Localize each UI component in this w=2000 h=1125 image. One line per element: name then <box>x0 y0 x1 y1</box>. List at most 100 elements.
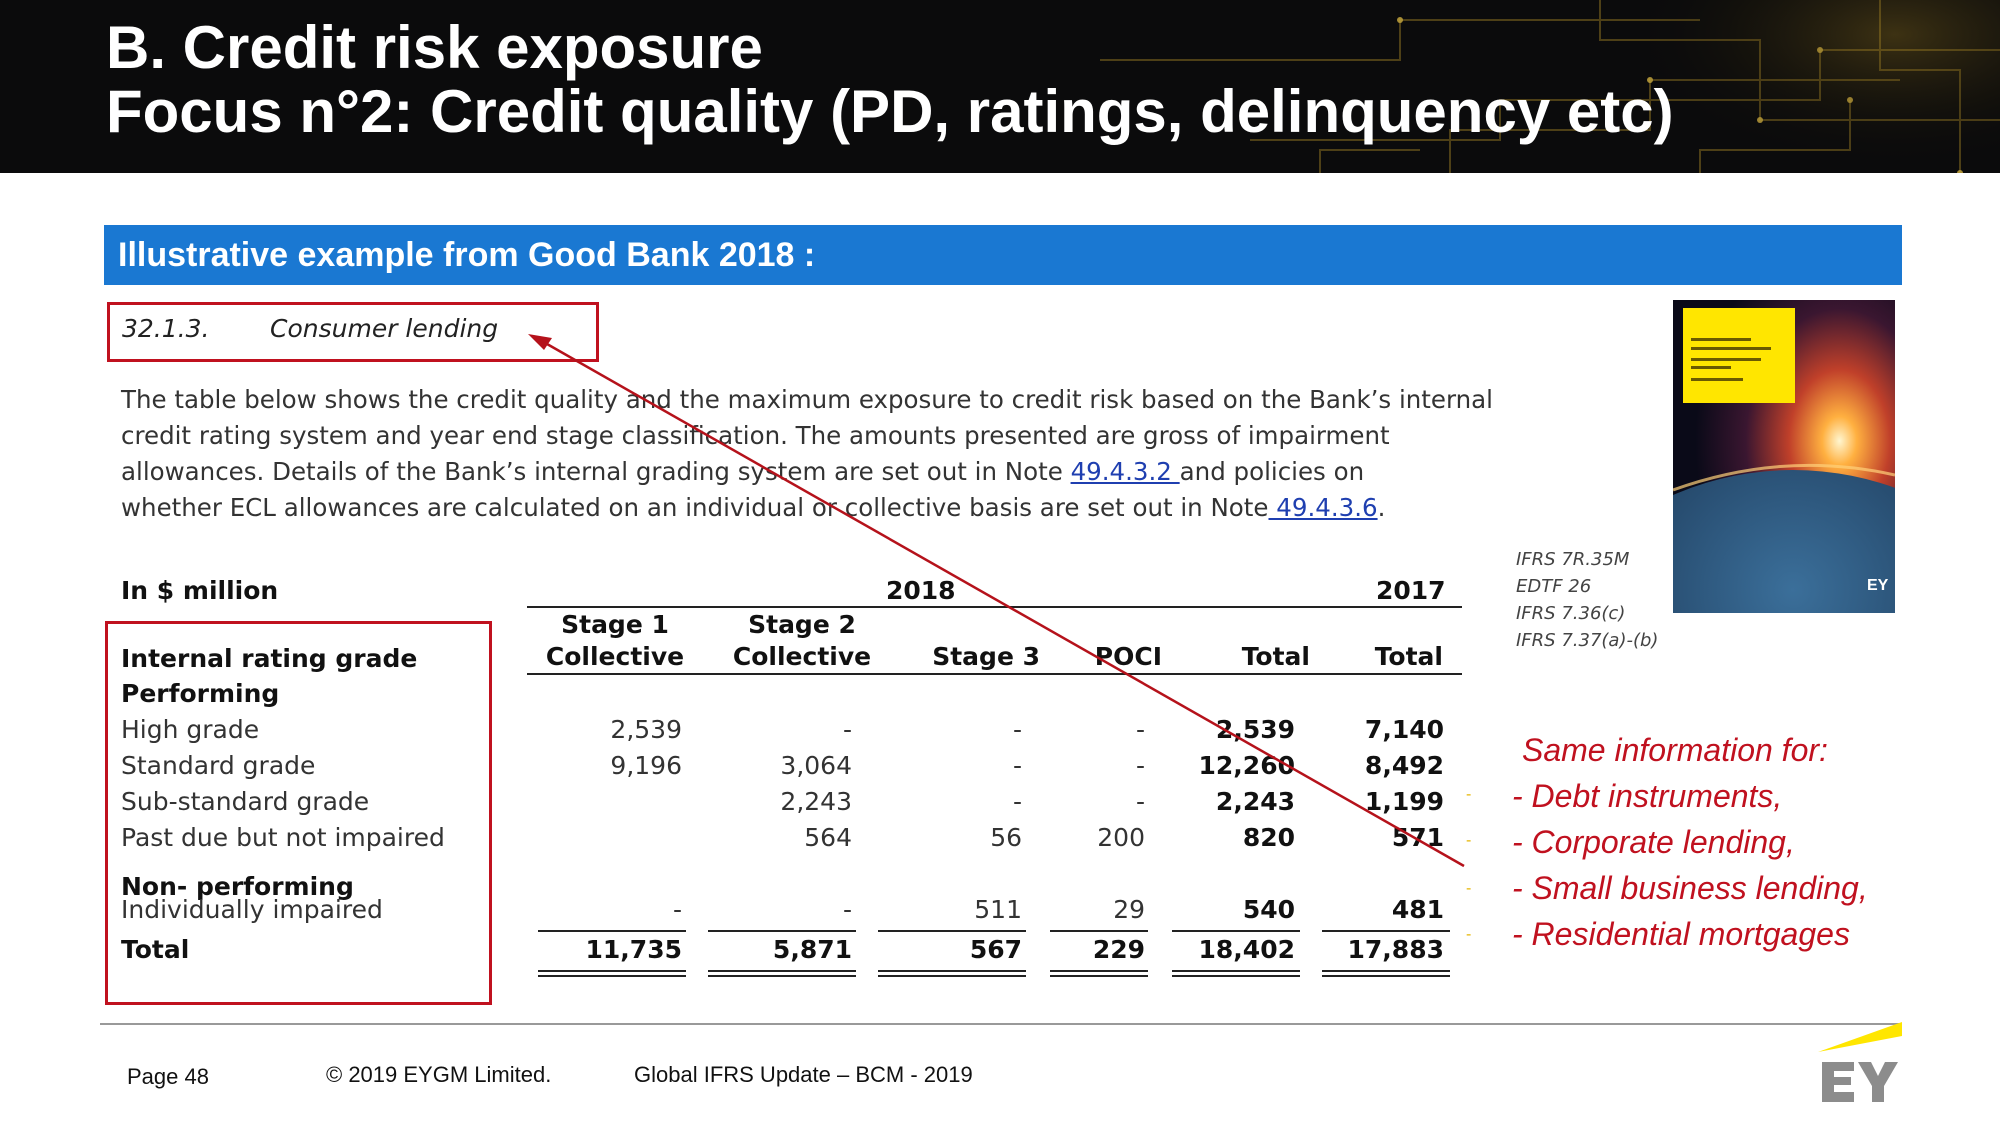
cell-poci: 29 <box>1113 895 1145 924</box>
double-underline <box>708 970 856 977</box>
paragraph-line: whether ECL allowances are calculated on… <box>121 490 1481 526</box>
event-name: Global IFRS Update – BCM - 2019 <box>634 1062 973 1087</box>
excerpt-heading-text: Consumer lending <box>270 314 499 343</box>
footer-divider <box>100 1023 1900 1025</box>
marker-dash: - <box>1466 926 1472 943</box>
same-info-item: - Residential mortgages <box>1512 916 1850 952</box>
marker-dash: - <box>1466 880 1472 897</box>
subtotal-rule <box>1322 930 1450 932</box>
col-header-stage2-line2: Collective <box>732 642 872 671</box>
paragraph-line: credit rating system and year end stage … <box>121 421 1390 450</box>
annual-report-cover-image: EY <box>1673 300 1895 613</box>
col-header-total-2018: Total <box>1241 642 1310 671</box>
same-information-note: Same information for: - Debt instruments… <box>1512 727 1868 957</box>
reference-item: IFRS 7R.35M <box>1516 549 1630 570</box>
svg-text:EY: EY <box>1867 577 1889 594</box>
cell-total-2018: 540 <box>1242 895 1295 924</box>
reference-item: EDTF 26 <box>1516 576 1592 597</box>
col-header-poci: POCI <box>1094 642 1162 671</box>
header-rule <box>527 606 1462 608</box>
label-total: Total <box>121 935 190 964</box>
cell-poci: 200 <box>1097 823 1145 852</box>
double-underline <box>538 970 686 977</box>
marker-dash: - <box>1466 832 1472 849</box>
excerpt-paragraph: The table below shows the credit quality… <box>121 382 1493 526</box>
cell-stage2: - <box>842 895 852 924</box>
section-bar: Illustrative example from Good Bank 2018… <box>104 225 1902 285</box>
cell-total-2017: 1,199 <box>1364 787 1444 816</box>
cell-total-2017: 571 <box>1391 823 1444 852</box>
double-underline <box>1050 970 1148 977</box>
same-info-heading: Same information for: <box>1522 732 1828 768</box>
ey-logo <box>1818 1022 1902 1102</box>
label-internal-rating-grade: Internal rating grade <box>121 644 418 673</box>
cell-poci: - <box>1135 787 1145 816</box>
section-bar-label: Illustrative example from Good Bank 2018… <box>118 236 816 274</box>
label-performing: Performing <box>121 679 280 708</box>
note-link-49-4-3-2[interactable]: 49.4.3.2 <box>1070 457 1180 486</box>
cell-total-2018: 12,260 <box>1198 751 1295 780</box>
note-link-49-4-3-6[interactable]: 49.4.3.6 <box>1268 493 1378 522</box>
paragraph-line: allowances. Details of the Bank’s intern… <box>121 454 1481 490</box>
label-non-performing: Non- performing <box>121 872 354 901</box>
cell-stage2: 564 <box>804 823 852 852</box>
subtotal-rule <box>878 930 1026 932</box>
col-header-stage1-line2: Collective <box>545 642 685 671</box>
cell-stage2: 3,064 <box>780 751 852 780</box>
row-label: Sub-standard grade <box>121 787 370 816</box>
marker-dash: - <box>1466 786 1472 803</box>
page-number: Page 48 <box>127 1064 209 1089</box>
row-labels-highlight-box <box>105 621 492 1005</box>
paragraph-text: allowances. Details of the Bank’s intern… <box>121 457 1071 486</box>
reference-item: IFRS 7.36(c) <box>1516 603 1626 624</box>
paragraph-line: The table below shows the credit quality… <box>121 385 1493 414</box>
standard-references: IFRS 7R.35M EDTF 26 IFRS 7.36(c) IFRS 7.… <box>1516 546 1658 654</box>
cell-poci: - <box>1135 715 1145 744</box>
paragraph-text: and policies on <box>1179 457 1365 486</box>
cell-stage3: 511 <box>974 895 1022 924</box>
cell-stage1: 9,196 <box>610 751 682 780</box>
cell-total-2018: 2,243 <box>1215 787 1295 816</box>
heading-highlight-box <box>107 302 599 362</box>
cell-stage1: 2,539 <box>610 715 682 744</box>
cell-total-2018: 820 <box>1242 823 1295 852</box>
double-underline <box>878 970 1026 977</box>
cell-stage2: - <box>842 715 852 744</box>
cell-total-2017: 7,140 <box>1364 715 1444 744</box>
header-bottom-rule <box>527 673 1462 675</box>
same-info-item: - Corporate lending, <box>1512 824 1795 860</box>
col-header-stage1-line1: Stage 1 <box>561 610 669 639</box>
slide-title-line1: B. Credit risk exposure <box>106 14 763 81</box>
circuit-background-graphic <box>1100 0 2000 173</box>
double-underline <box>1322 970 1450 977</box>
unit-label: In $ million <box>121 576 279 605</box>
col-header-stage2-line1: Stage 2 <box>748 610 856 639</box>
cell-total-2017: 481 <box>1391 895 1444 924</box>
cell-poci: 229 <box>1092 935 1145 964</box>
copyright: © 2019 EYGM Limited. <box>326 1062 552 1087</box>
year-header-2018: 2018 <box>886 576 956 605</box>
row-label: Standard grade <box>121 751 316 780</box>
reference-item: IFRS 7.37(a)-(b) <box>1516 630 1659 651</box>
slide-title-line2: Focus n°2: Credit quality (PD, ratings, … <box>106 78 1674 145</box>
cell-stage2: 5,871 <box>772 935 852 964</box>
cell-stage2: 2,243 <box>780 787 852 816</box>
cell-poci: - <box>1135 751 1145 780</box>
subtotal-rule <box>1050 930 1148 932</box>
subtotal-rule <box>1172 930 1300 932</box>
same-info-item: - Small business lending, <box>1512 870 1868 906</box>
cell-total-2018: 18,402 <box>1198 935 1295 964</box>
double-underline <box>1172 970 1300 977</box>
cell-total-2017: 8,492 <box>1364 751 1444 780</box>
year-header-2017: 2017 <box>1376 576 1446 605</box>
paragraph-text: . <box>1377 493 1386 522</box>
cell-stage3: 567 <box>969 935 1022 964</box>
excerpt-heading-number: 32.1.3. <box>122 314 210 343</box>
row-label: Individually impaired <box>121 895 383 924</box>
cell-stage1: - <box>672 895 682 924</box>
col-header-total-2017: Total <box>1374 642 1443 671</box>
row-label: Past due but not impaired <box>121 823 445 852</box>
row-label: High grade <box>121 715 260 744</box>
subtotal-rule <box>708 930 856 932</box>
cell-total-2018: 2,539 <box>1215 715 1295 744</box>
